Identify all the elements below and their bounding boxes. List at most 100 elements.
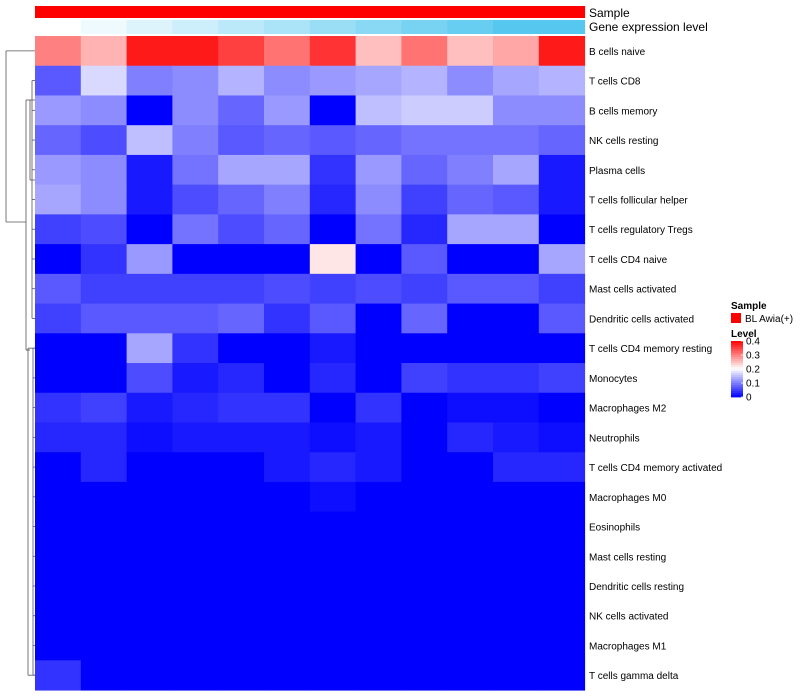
heatmap-cell (447, 571, 494, 602)
row-label: Mast cells resting (589, 552, 666, 563)
row-label: Mast cells activated (589, 285, 676, 296)
colorbar-tick-label: 0 (746, 393, 752, 404)
expression-annotation-cell (447, 20, 494, 34)
heatmap-cell (401, 630, 448, 661)
heatmap-cell (218, 125, 265, 156)
heatmap-cell (401, 95, 448, 126)
legend-level-colorbar (731, 341, 743, 398)
heatmap-cell (447, 541, 494, 572)
heatmap-cell (447, 660, 494, 691)
heatmap-cell (80, 541, 128, 572)
heatmap-cell (80, 481, 128, 513)
heatmap-cell (35, 36, 82, 67)
colorbar-segment (731, 381, 743, 384)
row-label: Plasma cells (589, 166, 645, 177)
heatmap-cell (126, 392, 173, 423)
heatmap-cell (355, 244, 402, 275)
heatmap-cell (447, 184, 494, 215)
row-label: NK cells activated (589, 612, 668, 623)
heatmap-cell (172, 392, 219, 423)
heatmap-cell (309, 571, 357, 602)
row-label: T cells CD4 naive (589, 255, 668, 266)
heatmap-cell (355, 600, 402, 632)
heatmap-cell (309, 660, 357, 691)
heatmap-cell (126, 600, 173, 632)
heatmap-cell (493, 422, 540, 453)
colorbar-segment (731, 369, 743, 372)
heatmap-cell (447, 65, 494, 96)
colorbar-tick-label: 0.1 (746, 379, 760, 390)
heatmap-cell (401, 273, 448, 305)
row-label: T cells CD4 memory resting (589, 344, 712, 355)
heatmap-cell (493, 511, 540, 542)
colorbar-segment (731, 375, 743, 378)
heatmap-cell (493, 541, 540, 572)
row-label: T cells CD8 (589, 77, 641, 88)
heatmap-cell (126, 333, 173, 364)
heatmap-cell (80, 392, 128, 423)
heatmap-cell (126, 481, 173, 513)
heatmap-cell (80, 422, 128, 453)
colorbar-segment (731, 379, 743, 382)
heatmap-cell (355, 392, 402, 423)
heatmap-cell (355, 660, 402, 691)
heatmap-cell (218, 511, 265, 542)
heatmap-cell (355, 630, 402, 661)
heatmap-cell (126, 303, 173, 334)
row-label: Dendritic cells activated (589, 314, 694, 325)
colorbar-segment (731, 367, 743, 370)
heatmap-cell (218, 65, 265, 96)
heatmap-cell (447, 154, 494, 186)
heatmap-cell (447, 125, 494, 156)
heatmap-cell (493, 333, 540, 364)
sample-annotation-cell (80, 6, 128, 18)
heatmap-cell (218, 95, 265, 126)
heatmap-cell (264, 95, 311, 126)
heatmap-cell (493, 303, 540, 334)
heatmap-cell (126, 36, 173, 67)
heatmap-cell (401, 541, 448, 572)
heatmap-cell (538, 273, 586, 305)
heatmap-cell (264, 125, 311, 156)
heatmap-cell (218, 333, 265, 364)
row-label: B cells naive (589, 47, 646, 58)
heatmap-cell (218, 36, 265, 67)
colorbar-segment (731, 355, 743, 358)
heatmap-cell (126, 125, 173, 156)
heatmap-cell (493, 214, 540, 245)
heatmap-cell (264, 511, 311, 542)
heatmap-cell (355, 154, 402, 186)
colorbar-tick-label: 0.4 (746, 337, 760, 348)
sample-annotation-cell (218, 6, 265, 18)
heatmap-cell (355, 273, 402, 305)
heatmap-cell (218, 600, 265, 632)
sample-annotation-cell (35, 6, 82, 18)
heatmap-cell (447, 214, 494, 245)
expression-annotation-cell (355, 20, 402, 34)
colorbar-segment (731, 357, 743, 360)
expression-annotation-cell (172, 20, 219, 34)
heatmap-cell (355, 95, 402, 126)
heatmap-cell (309, 511, 357, 542)
heatmap-cell (264, 600, 311, 632)
row-labels: B cells naive T cells CD8 B cells memory NK… (589, 47, 722, 682)
legend: Sample BL Awia(+) Level 0.4 0.3 0.2 0.1 0 (731, 301, 793, 404)
heatmap-cell (126, 511, 173, 542)
heatmap-cell (126, 363, 173, 394)
expression-annotation-cell (264, 20, 311, 34)
heatmap-cell (355, 125, 402, 156)
heatmap-cell (218, 273, 265, 305)
heatmap-cell (126, 95, 173, 126)
heatmap-cell (401, 154, 448, 186)
heatmap-cell (401, 363, 448, 394)
heatmap-cell (401, 511, 448, 542)
heatmap-cell (493, 154, 540, 186)
heatmap-cell (35, 660, 82, 691)
heatmap-cell (218, 630, 265, 661)
sample-annotation-cell (493, 6, 540, 18)
heatmap-cell (126, 273, 173, 305)
heatmap-cell (80, 214, 128, 245)
row-label: Macrophages M2 (589, 404, 667, 415)
heatmap-cell (218, 481, 265, 513)
colorbar-segment (731, 387, 743, 390)
